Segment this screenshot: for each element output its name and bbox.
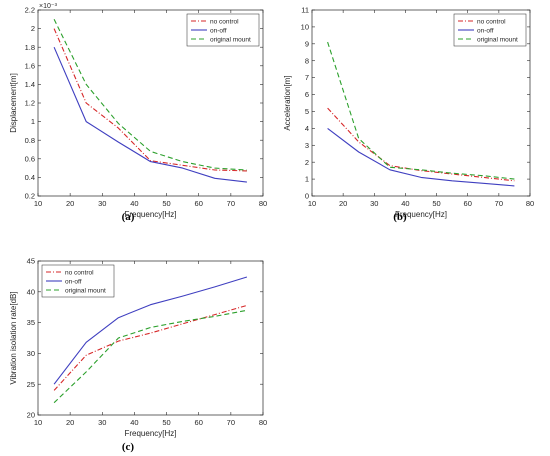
y-tick-label: 45 [27, 257, 35, 266]
x-tick-label: 10 [308, 199, 316, 208]
legend-entry-label: on-off [477, 27, 494, 34]
panel-caption: (c) [122, 441, 135, 453]
series-line-on-off [327, 127, 515, 187]
y-tick-label: 0 [305, 192, 309, 201]
y-axis-exponent-label: ×10⁻³ [39, 3, 58, 10]
legend-entry-label: on-off [65, 278, 82, 285]
series-line-no-control [53, 28, 247, 172]
x-tick-label: 50 [162, 199, 170, 208]
x-tick-label: 20 [66, 418, 74, 427]
y-tick-label: 3 [305, 141, 309, 150]
y-tick-label: 11 [301, 6, 309, 15]
y-axis-label: Displacement[m] [9, 73, 18, 133]
x-tick-label: 80 [259, 418, 267, 427]
y-tick-label: 2.2 [25, 6, 35, 15]
series-line-on-off [53, 276, 248, 385]
y-tick-label: 6 [305, 90, 309, 99]
y-axis-label: Vibration isolation rate[dB] [9, 291, 18, 384]
y-tick-label: 25 [27, 380, 35, 389]
y-tick-label: 40 [27, 287, 35, 296]
y-tick-label: 2 [31, 24, 35, 33]
x-tick-label: 10 [34, 418, 42, 427]
y-tick-label: 20 [27, 411, 35, 420]
legend-entry-label: original mount [210, 36, 251, 43]
y-tick-label: 5 [305, 107, 309, 116]
legend: no control on-off original mount [41, 264, 115, 298]
legend: no control on-off original mount [186, 13, 260, 47]
legend-entry-label: no control [65, 269, 94, 276]
y-tick-label: 1 [305, 175, 309, 184]
y-tick-label: 7 [305, 73, 309, 82]
y-tick-label: 0.8 [25, 136, 35, 145]
x-tick-label: 20 [66, 199, 74, 208]
y-tick-label: 4 [305, 124, 309, 133]
legend-entry-label: original mount [477, 36, 518, 43]
chart-panel-1: 10 20 30 40 50 60 70 80 0.2 0.4 0.6 0.8 1 1.2 1.4 1.6 1.… [9, 3, 267, 223]
x-tick-label: 40 [130, 418, 138, 427]
panel-caption: (b) [393, 211, 407, 223]
series-line-original-mount [53, 309, 248, 404]
x-axis-label: Frequency[Hz] [395, 210, 447, 219]
chart-panel-2: 10 20 30 40 50 60 70 80 0 1 2 3 4 5 6 7 8 9 10 11 Frequency[… [283, 6, 534, 223]
x-tick-label: 50 [162, 418, 170, 427]
y-tick-label: 0.2 [25, 192, 35, 201]
legend-entry-label: on-off [210, 27, 227, 34]
series-line-original-mount [53, 19, 247, 171]
y-tick-label: 1.2 [25, 99, 35, 108]
y-tick-label: 1.4 [25, 80, 35, 89]
x-tick-label: 50 [432, 199, 440, 208]
y-tick-label: 1 [31, 117, 35, 126]
y-tick-label: 10 [301, 23, 309, 32]
chart-panel-3: 10 20 30 40 50 60 70 80202530354045Frequency[Hz… [9, 257, 267, 453]
legend-entry-label: no control [210, 18, 239, 25]
x-tick-label: 60 [195, 418, 203, 427]
series-line-no-control [53, 304, 248, 391]
x-tick-label: 80 [259, 199, 267, 208]
y-tick-label: 0.4 [25, 173, 35, 182]
y-tick-label: 35 [27, 318, 35, 327]
x-tick-label: 70 [227, 418, 235, 427]
x-tick-label: 30 [370, 199, 378, 208]
x-tick-label: 30 [98, 418, 106, 427]
series-line-on-off [53, 46, 247, 183]
y-tick-label: 9 [305, 39, 309, 48]
y-tick-label: 1.8 [25, 43, 35, 52]
x-tick-label: 40 [401, 199, 409, 208]
x-tick-label: 70 [495, 199, 503, 208]
x-tick-label: 30 [98, 199, 106, 208]
y-tick-label: 30 [27, 349, 35, 358]
panel-caption: (a) [122, 211, 135, 223]
x-axis-label: Frequency[Hz] [124, 429, 176, 438]
x-tick-label: 20 [339, 199, 347, 208]
x-axis-label: Frequency[Hz] [124, 210, 176, 219]
legend-entry-label: no control [477, 18, 506, 25]
y-tick-label: 2 [305, 158, 309, 167]
y-tick-label: 8 [305, 56, 309, 65]
x-tick-label: 10 [34, 199, 42, 208]
x-tick-label: 60 [195, 199, 203, 208]
y-axis-label: Acceleration[m] [283, 75, 292, 130]
legend-entry-label: original mount [65, 287, 106, 294]
x-tick-label: 60 [464, 199, 472, 208]
x-tick-label: 80 [526, 199, 534, 208]
legend: no control on-off original mount [453, 13, 527, 47]
y-tick-label: 1.6 [25, 61, 35, 70]
x-tick-label: 70 [227, 199, 235, 208]
x-tick-label: 40 [130, 199, 138, 208]
y-tick-label: 0.6 [25, 154, 35, 163]
